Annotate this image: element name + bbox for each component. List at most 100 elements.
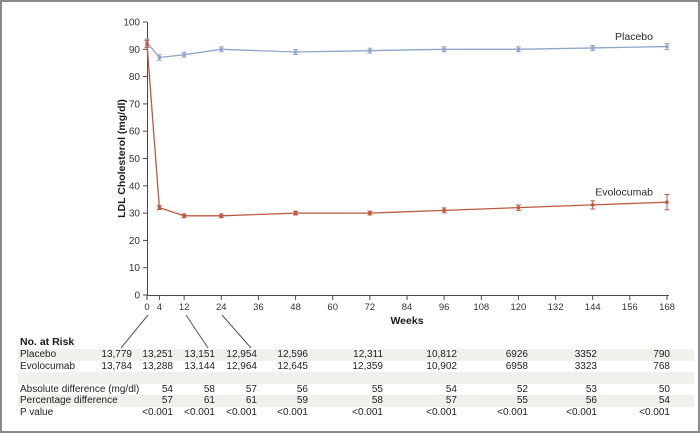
x-tick-label: 84 <box>402 302 413 313</box>
table-cell: 57 <box>245 383 257 395</box>
table-row <box>18 372 694 384</box>
y-tick-label: 50 <box>129 154 141 165</box>
data-point-marker <box>219 214 223 218</box>
x-tick-label: 72 <box>365 302 376 313</box>
row-label: Placebo <box>20 349 57 360</box>
series-placebo: Placebo <box>144 31 670 61</box>
data-point-marker <box>516 206 521 210</box>
table-cell <box>173 372 215 384</box>
data-point-marker <box>591 203 595 207</box>
table-cell: <0.001 <box>566 406 597 418</box>
y-tick-label: 0 <box>134 291 140 302</box>
table-rows: Placebo 13,779 13,251 13,151 12,954 12,596 12,… <box>18 349 694 418</box>
table-cell: 13,251 <box>142 349 173 360</box>
table-cell <box>132 372 173 384</box>
data-point-marker <box>157 55 161 60</box>
x-tick-label: 132 <box>548 302 564 313</box>
x-tick-label: 36 <box>253 302 264 313</box>
row-spacer <box>670 395 690 407</box>
series-label-evolocumab: Evolocumab <box>595 187 653 199</box>
table-cell <box>383 372 457 384</box>
x-tick-label: 24 <box>216 302 227 313</box>
y-tick-label: 90 <box>129 45 141 56</box>
row-spacer <box>670 372 690 384</box>
x-tick-label: 108 <box>473 302 489 313</box>
data-point-marker <box>442 47 446 51</box>
table-row: Percentage difference 57 61 61 59 58 57 55 56 54 <box>18 395 694 407</box>
table-cell: 13,144 <box>184 360 215 372</box>
table-cell: 768 <box>653 360 670 372</box>
y-tick-label: 80 <box>129 72 141 83</box>
data-point-marker <box>293 211 298 215</box>
data-point-marker <box>182 53 186 57</box>
data-point-marker <box>182 214 186 218</box>
series-label-placebo: Placebo <box>615 31 653 43</box>
table-cell: 13,288 <box>142 360 173 372</box>
table-cell: 58 <box>203 383 215 395</box>
x-tick-label: 168 <box>659 302 675 313</box>
table-cell <box>528 372 597 384</box>
table-cell: 57 <box>161 395 173 406</box>
table-cell: <0.001 <box>639 406 670 418</box>
table-cell <box>597 372 670 384</box>
table-cell: 61 <box>203 395 215 406</box>
table-cell: 50 <box>658 383 670 395</box>
table-cell: 12,596 <box>277 349 308 360</box>
x-axis-title: Weeks <box>390 315 423 327</box>
table-cell: <0.001 <box>497 406 528 418</box>
data-point-marker <box>219 47 223 51</box>
data-point-marker <box>591 46 595 50</box>
table-row: Placebo 13,779 13,251 13,151 12,954 12,596 12,… <box>18 349 694 361</box>
table-cell <box>78 372 132 384</box>
x-tick-label: 0 <box>144 302 149 313</box>
data-point-marker <box>157 206 161 210</box>
row-spacer <box>670 407 690 419</box>
table-cell: 59 <box>296 395 308 406</box>
table-header: No. at Risk <box>20 336 75 348</box>
table-cell: <0.001 <box>142 406 173 418</box>
table-cell: <0.001 <box>352 406 383 418</box>
y-axis: 0 10 20 30 40 50 60 70 80 90 100 LDL Cholesterol (m… <box>116 18 148 302</box>
row-spacer <box>670 361 690 373</box>
data-point-marker <box>442 208 446 212</box>
table-cell: 12,964 <box>226 360 257 372</box>
y-axis-title: LDL Cholesterol (mg/dl) <box>116 99 128 218</box>
series-evolocumab-line <box>146 43 668 217</box>
table-cell: 53 <box>585 383 597 395</box>
table-cell: <0.001 <box>277 406 308 418</box>
table-cell <box>308 372 383 384</box>
table-cell <box>257 372 308 384</box>
table-cell <box>78 384 132 396</box>
table-cell: 13,779 <box>101 349 132 360</box>
table-row: Absolute difference (mg/dl) 54 58 57 56 55 54 5… <box>18 384 694 396</box>
data-point-marker <box>293 50 298 54</box>
data-point-marker <box>665 44 669 49</box>
table-cell: 6958 <box>505 360 528 372</box>
table-cell: 52 <box>516 383 528 395</box>
row-label <box>18 372 78 384</box>
y-tick-label: 30 <box>129 209 141 220</box>
table-cell: 57 <box>445 395 457 406</box>
y-tick-label: 70 <box>129 99 141 110</box>
y-tick-label: 60 <box>129 127 141 138</box>
table-cell: <0.001 <box>426 406 457 418</box>
table-cell: 54 <box>161 383 173 395</box>
x-tick-label: 96 <box>439 302 450 313</box>
series-placebo-line <box>146 42 668 59</box>
table-cell: 12,359 <box>352 360 383 372</box>
row-spacer <box>670 384 690 396</box>
table-cell: 55 <box>516 395 528 406</box>
series-evolocumab: Evolocumab <box>144 39 670 219</box>
table-cell: 13,151 <box>184 349 215 360</box>
table-cell: 54 <box>445 383 457 395</box>
data-point-marker <box>368 211 372 215</box>
table-cell: 58 <box>371 395 383 406</box>
data-point-marker <box>145 42 149 46</box>
x-tick-label: 60 <box>327 302 338 313</box>
table-cell: 12,645 <box>277 360 308 372</box>
table-cell <box>78 395 132 407</box>
x-tick-label: 120 <box>510 302 526 313</box>
y-tick-label: 10 <box>129 263 141 274</box>
y-tick-label: 40 <box>129 181 141 192</box>
y-tick-label: 20 <box>129 236 141 247</box>
